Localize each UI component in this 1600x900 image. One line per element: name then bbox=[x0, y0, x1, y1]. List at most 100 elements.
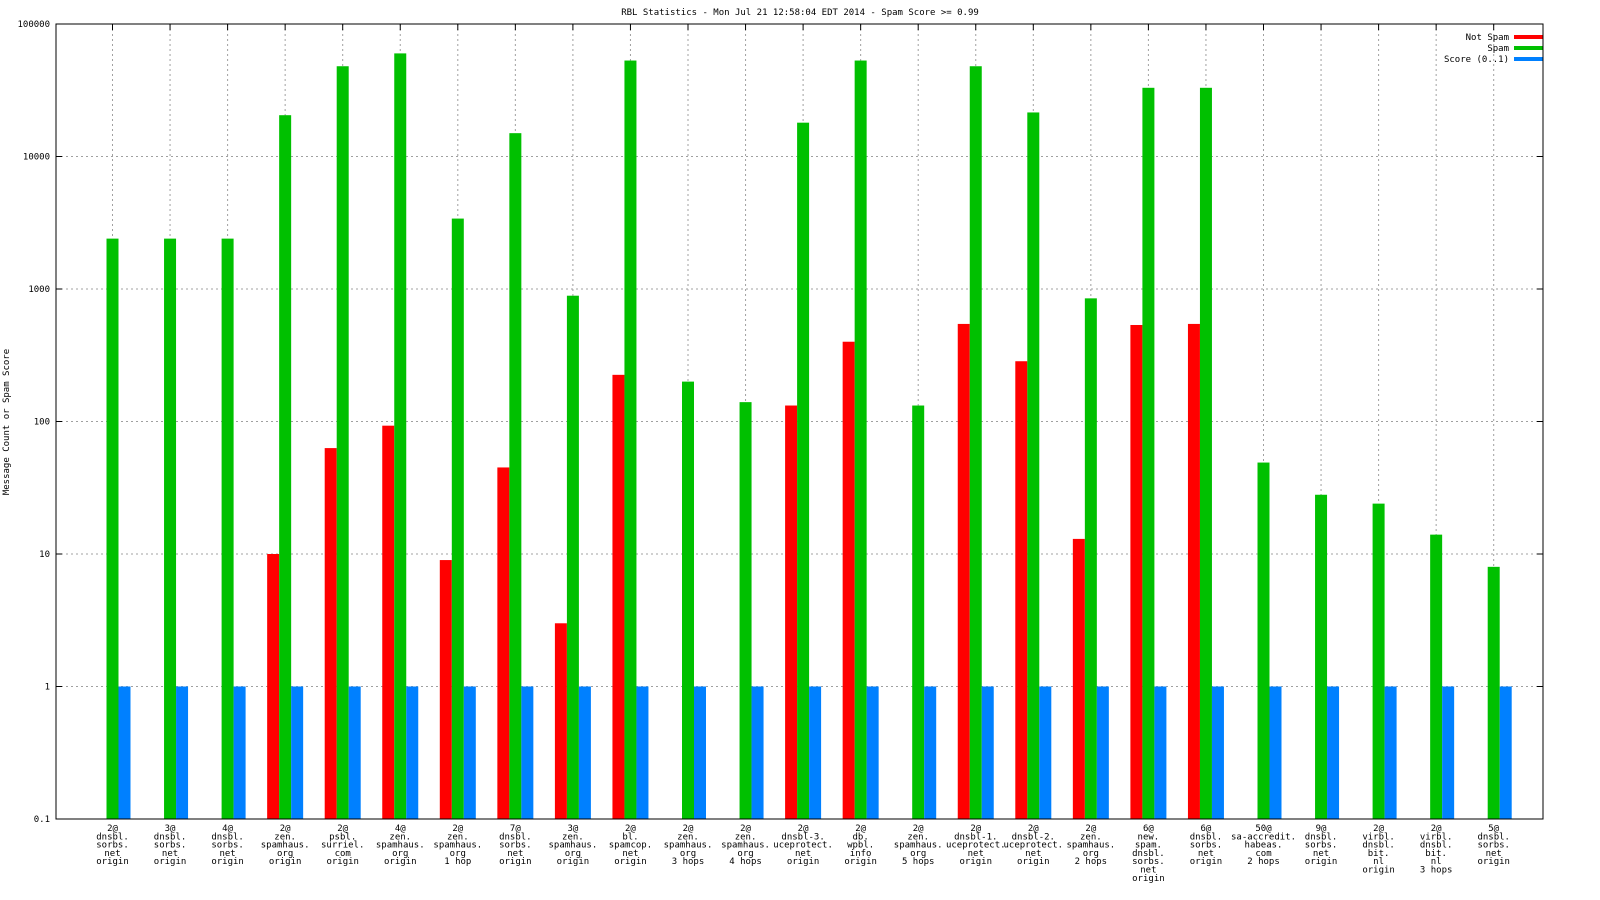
bar-score-0-1 bbox=[1384, 686, 1397, 819]
x-tick-label-line: 2@ bbox=[1431, 824, 1442, 834]
x-tick-label-line: org bbox=[450, 849, 466, 859]
x-tick-label-line: origin bbox=[844, 857, 877, 867]
x-tick-label: 2@ db. wpbl. info origin bbox=[844, 824, 877, 867]
y-axis-label: Message Count or Spam Score bbox=[2, 349, 12, 495]
bar-score-0-1 bbox=[924, 686, 937, 819]
x-tick-label-line: dnsbl. bbox=[1190, 832, 1223, 842]
x-tick-label-line: spam. bbox=[1135, 841, 1162, 851]
x-tick-label-line: dnsbl. bbox=[211, 832, 244, 842]
x-tick-label-line: uceprotect. bbox=[1003, 841, 1063, 851]
x-tick-label-line: 2@ bbox=[855, 824, 866, 834]
x-tick-label-line: 5 hops bbox=[902, 857, 935, 867]
x-tick-label-line: zen. bbox=[677, 832, 699, 842]
bar-not-spam bbox=[382, 425, 395, 819]
bar-spam bbox=[1027, 112, 1040, 819]
x-tick-label: 2@ zen. spamhaus. org origin bbox=[261, 824, 310, 867]
x-tick-label-line: com bbox=[1255, 849, 1271, 859]
x-tick-label-line: 3 hops bbox=[1420, 866, 1453, 876]
bar-spam bbox=[1199, 87, 1212, 820]
x-tick-label-line: zen. bbox=[1080, 832, 1102, 842]
x-tick-label-line: nl bbox=[1431, 857, 1442, 867]
bar-score-0-1 bbox=[118, 686, 131, 819]
x-tick-label-line: spamcop. bbox=[609, 841, 652, 851]
x-tick-label-line: virbl. bbox=[1420, 832, 1453, 842]
x-tick-label-line: spamhaus. bbox=[433, 841, 482, 851]
x-tick-label-line: net bbox=[162, 849, 178, 859]
y-tick-label: 1 bbox=[45, 683, 50, 693]
y-tick-label: 10000 bbox=[23, 153, 50, 163]
x-tick-label-line: info bbox=[850, 849, 872, 859]
x-tick-label-line: virbl. bbox=[1362, 832, 1395, 842]
x-tick-label-line: org bbox=[1083, 849, 1099, 859]
x-tick-label-line: bit. bbox=[1368, 849, 1390, 859]
bar-score-0-1 bbox=[233, 686, 246, 819]
bar-spam bbox=[336, 66, 349, 819]
bar-spam bbox=[682, 381, 694, 819]
x-tick-label-line: zen. bbox=[274, 832, 296, 842]
x-tick-label-line: 9@ bbox=[1316, 824, 1327, 834]
x-tick-label-line: 3 hops bbox=[672, 857, 705, 867]
x-tick-label-line: net bbox=[795, 849, 811, 859]
x-tick-label: 3@ dnsbl. sorbs. net origin bbox=[154, 824, 187, 867]
legend-label: Score (0..1) bbox=[1444, 55, 1509, 65]
x-tick-label-line: origin bbox=[211, 857, 244, 867]
bar-spam bbox=[1315, 494, 1328, 819]
x-tick-label-line: 2@ bbox=[740, 824, 751, 834]
x-tick-label-line: 2@ bbox=[280, 824, 291, 834]
bar-score-0-1 bbox=[866, 686, 879, 819]
x-tick-label: 2@ virbl. dnsbl. bit. nl origin bbox=[1362, 824, 1395, 876]
legend-swatch bbox=[1514, 57, 1543, 61]
chart-title: RBL Statistics - Mon Jul 21 12:58:04 EDT… bbox=[621, 8, 979, 18]
bar-score-0-1 bbox=[1442, 686, 1455, 819]
bar-not-spam bbox=[1072, 538, 1085, 819]
x-tick-label: 2@ zen. spamhaus. org 1 hop bbox=[433, 824, 482, 867]
bar-spam bbox=[624, 60, 637, 819]
x-tick-label-line: zen. bbox=[389, 832, 411, 842]
x-tick-label-line: spamhaus. bbox=[721, 841, 770, 851]
x-tick-label-line: wpbl. bbox=[847, 841, 874, 851]
x-tick-label-line: habeas. bbox=[1245, 841, 1283, 851]
x-tick-label-line: 2@ bbox=[1085, 824, 1096, 834]
x-tick-label-line: origin bbox=[1190, 857, 1223, 867]
y-tick-label: 100 bbox=[34, 418, 50, 428]
x-tick-label-line: 2@ bbox=[452, 824, 463, 834]
x-tick-label-line: origin bbox=[787, 857, 820, 867]
bar-score-0-1 bbox=[751, 686, 764, 819]
x-tick-label: 9@ dnsbl. sorbs. net origin bbox=[1305, 824, 1338, 867]
x-tick-label-line: 4@ bbox=[222, 824, 233, 834]
x-tick-label-line: zen. bbox=[735, 832, 757, 842]
x-tick-label-line: sorbs. bbox=[499, 841, 532, 851]
x-tick-label-line: 4@ bbox=[395, 824, 406, 834]
bar-spam bbox=[797, 122, 810, 819]
x-tick-label-line: zen. bbox=[907, 832, 929, 842]
x-tick-label-line: zen. bbox=[447, 832, 469, 842]
bar-score-0-1 bbox=[981, 686, 994, 819]
bar-spam bbox=[739, 402, 752, 819]
bar-spam bbox=[912, 405, 925, 819]
x-tick-label-line: 2@ bbox=[683, 824, 694, 834]
x-tick-label-line: 2@ bbox=[970, 824, 981, 834]
bar-spam bbox=[451, 218, 464, 819]
x-tick-label-line: sorbs. bbox=[1305, 841, 1338, 851]
x-tick-label-line: origin bbox=[1017, 857, 1050, 867]
bar-spam bbox=[1430, 534, 1443, 819]
x-tick-label: 3@ zen. spamhaus. org origin bbox=[549, 824, 598, 867]
bar-spam bbox=[394, 53, 407, 819]
x-tick-label-line: net bbox=[104, 849, 120, 859]
x-tick-label: 2@ zen. spamhaus. org 3 hops bbox=[664, 824, 713, 867]
plot-frame bbox=[55, 23, 1544, 820]
x-tick-label-line: 50@ bbox=[1255, 824, 1272, 834]
x-tick-label: 2@ virbl. dnsbl. bit. nl 3 hops bbox=[1420, 824, 1453, 876]
bar-spam bbox=[969, 66, 982, 819]
bar-spam bbox=[509, 133, 522, 819]
x-tick-label-line: 5@ bbox=[1488, 824, 1499, 834]
x-tick-label-line: 1 hop bbox=[444, 857, 471, 867]
x-tick-label-line: net bbox=[507, 849, 523, 859]
bar-score-0-1 bbox=[1327, 686, 1340, 819]
x-tick-label-line: nl bbox=[1373, 857, 1384, 867]
x-tick-label-line: 3@ bbox=[567, 824, 578, 834]
x-tick-label-line: 2@ bbox=[1373, 824, 1384, 834]
y-tick-label: 10 bbox=[39, 550, 50, 560]
